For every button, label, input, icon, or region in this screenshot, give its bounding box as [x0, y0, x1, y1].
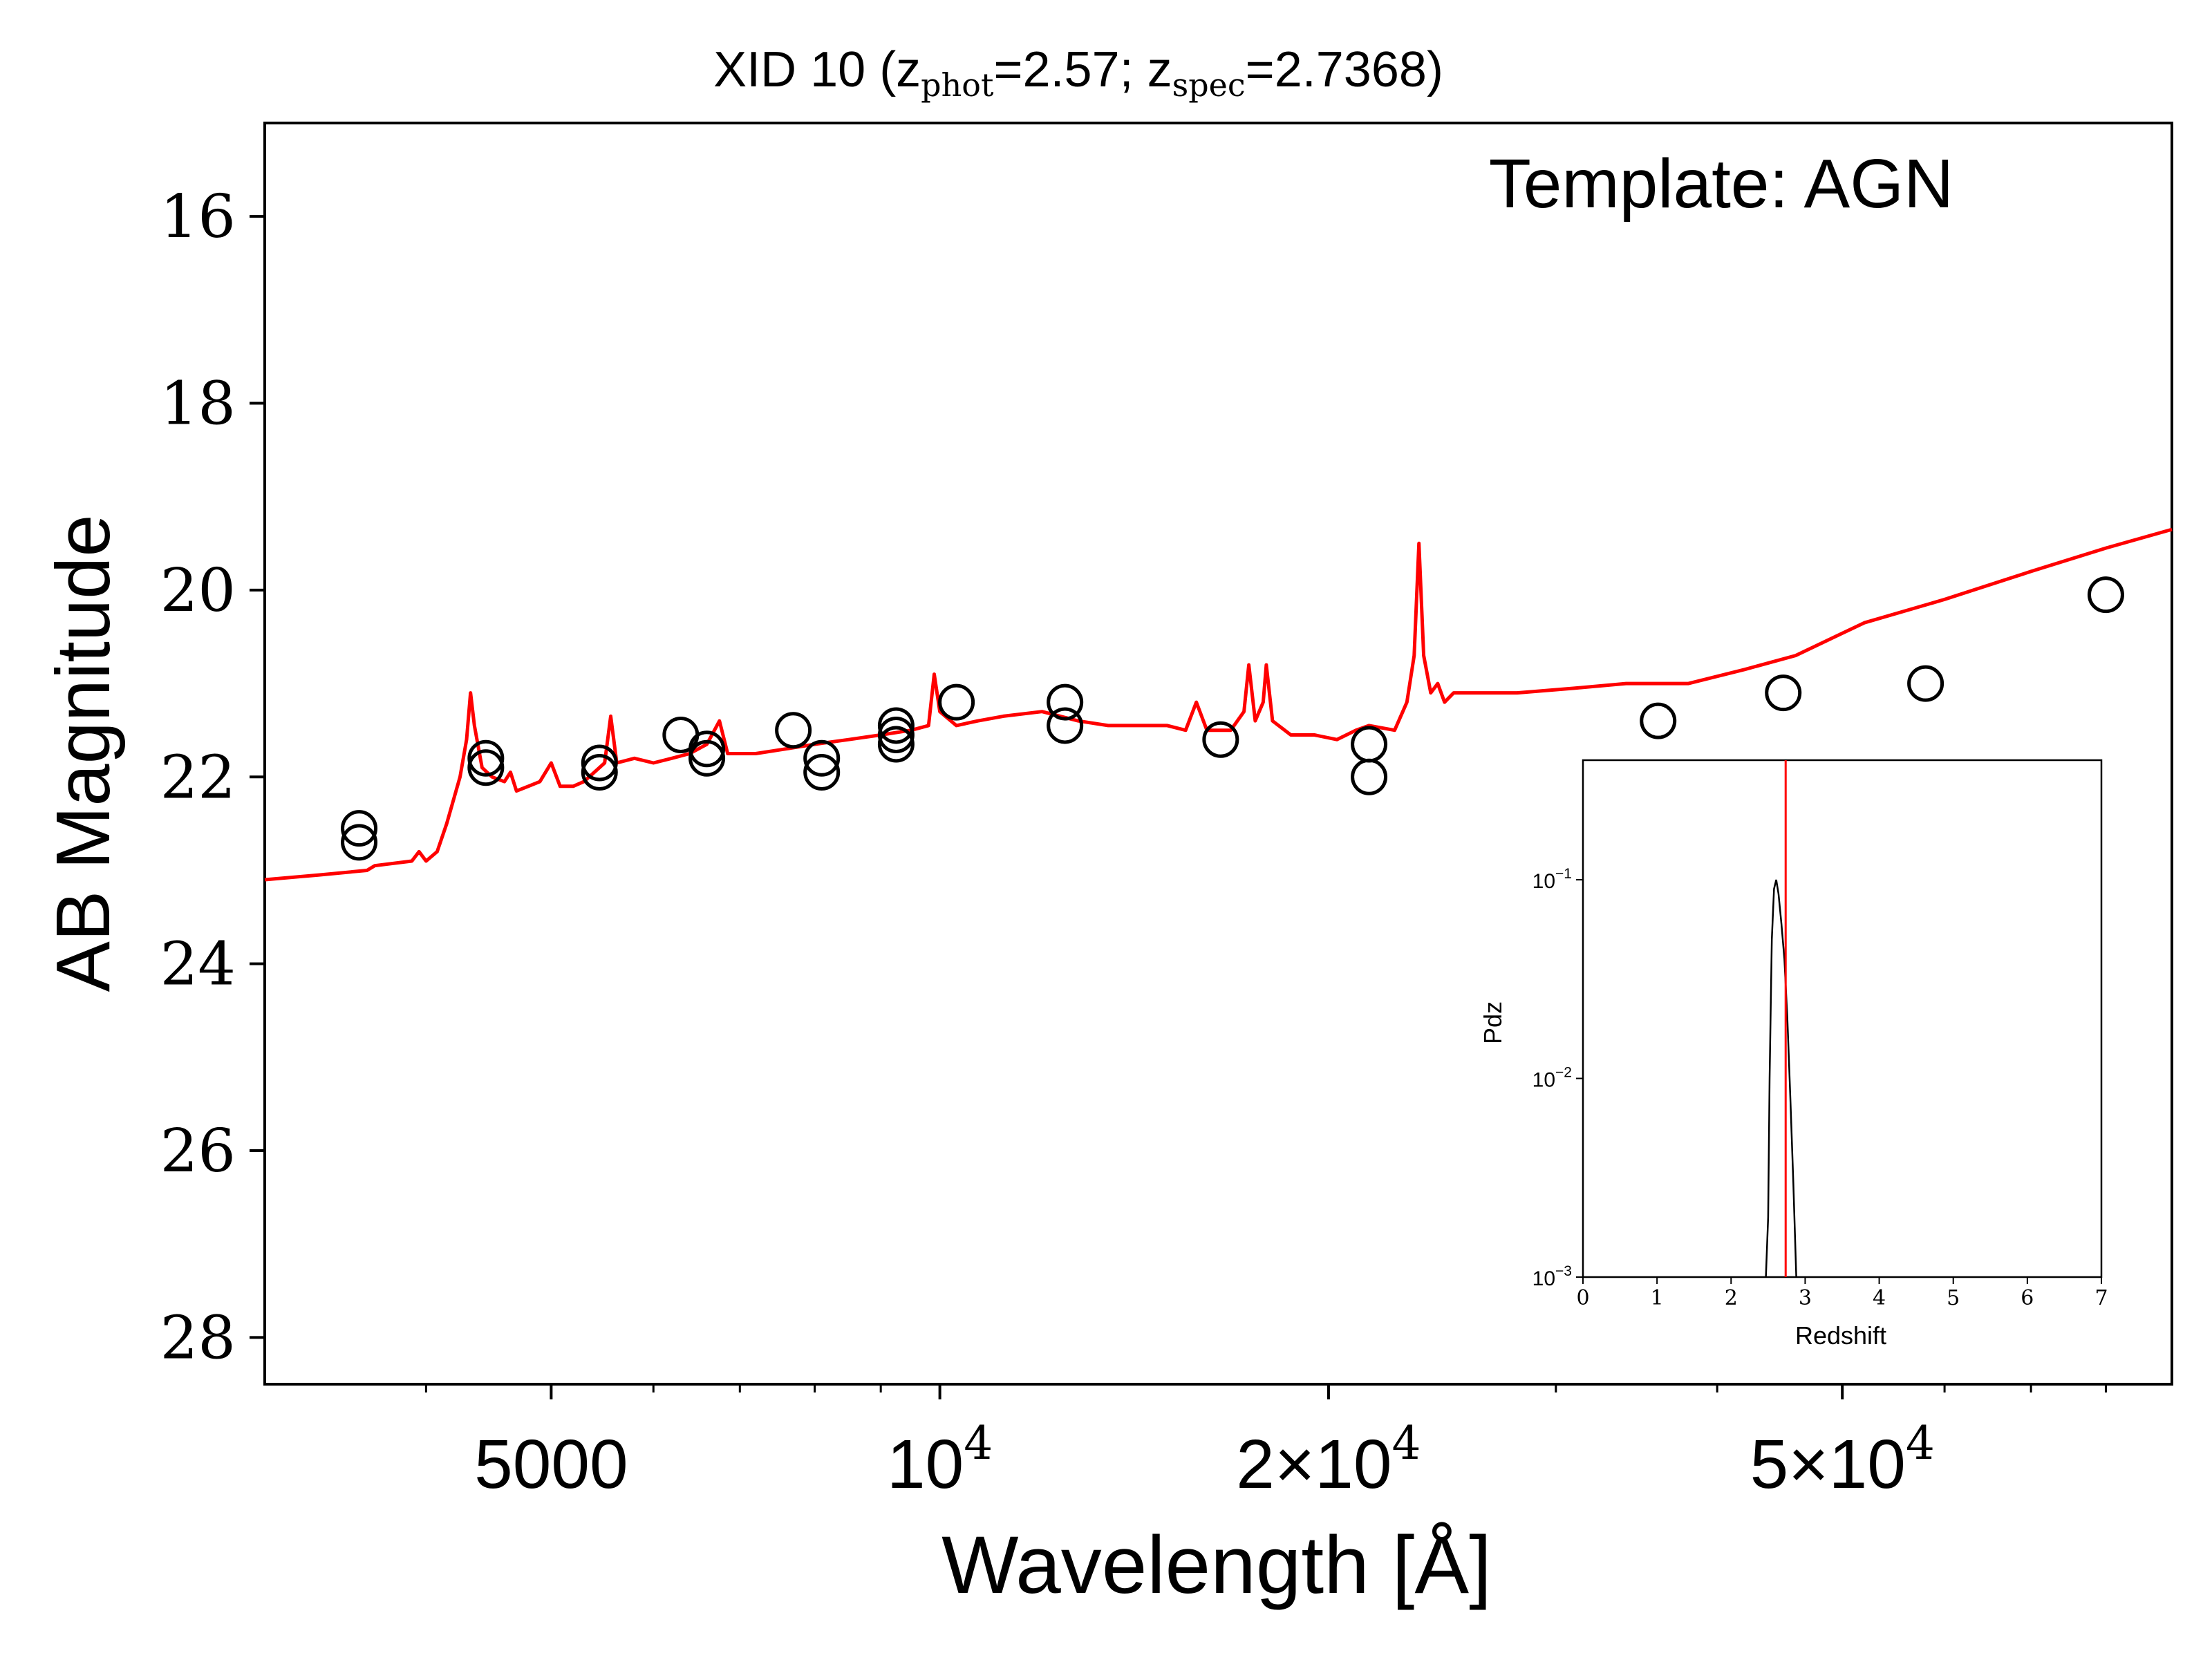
photometry-point: [1765, 674, 1802, 712]
photometry-point: [467, 749, 505, 786]
inset-x-axis-label: Redshift: [1795, 1321, 1886, 1350]
photometry-point: [803, 739, 841, 777]
inset-y-tick-label: 10−1: [1533, 866, 1572, 893]
pdz-curve: [1765, 879, 1797, 1278]
photometry-point: [877, 707, 915, 744]
photometry-point: [1907, 665, 1944, 702]
photometry-point: [1351, 758, 1388, 795]
y-tick-label: 16: [160, 182, 236, 252]
photometry-point: [2087, 576, 2124, 614]
y-tick-label: 20: [160, 556, 236, 625]
pdz-inset: 0 1 2 3 4 5 6 7 10−1 10−2 10−3: [1533, 759, 2108, 1310]
inset-y-axis-label: Pdz: [1479, 1001, 1507, 1044]
inset-y-tick-label: 10−2: [1533, 1065, 1572, 1092]
chart-title: XID 10 (zphot=2.57; zspec=2.7368): [713, 42, 1443, 104]
chart-title-sub-spec: spec: [1172, 66, 1246, 104]
y-tick-label: 18: [160, 370, 236, 439]
photometry-point: [1351, 726, 1388, 763]
chart-title-sub-phot: phot: [921, 66, 994, 104]
photometry-point: [1047, 683, 1084, 721]
chart-title-mid: =2.57; z: [993, 42, 1172, 97]
y-tick-label: 28: [160, 1303, 236, 1372]
inset-x-tick-label: 1: [1651, 1286, 1664, 1310]
inset-x-tick-label: 7: [2094, 1286, 2108, 1310]
x-tick-label: 5×104: [1750, 1417, 1935, 1503]
inset-x-tick-label: 4: [1873, 1286, 1886, 1310]
x-tick-label: 2×104: [1236, 1417, 1421, 1503]
photometry-point: [1640, 702, 1677, 739]
inset-y-tick-label: 10−3: [1533, 1263, 1572, 1290]
chart-title-suffix: =2.7368): [1246, 42, 1443, 97]
photometry-point: [688, 739, 726, 777]
main-plot-frame: [263, 122, 2173, 1386]
x-tick-label: 104: [887, 1417, 993, 1503]
y-tick-label: 22: [160, 743, 236, 812]
inset-x-tick-label: 6: [2021, 1286, 2034, 1310]
photometry-point: [467, 739, 505, 777]
y-tick-label: 24: [160, 930, 236, 999]
photometry-point: [581, 754, 618, 791]
inset-x-tick-label: 5: [1947, 1286, 1960, 1310]
photometry-point: [1202, 721, 1239, 758]
photometry-point: [1047, 707, 1084, 744]
photometry-point: [803, 754, 841, 791]
chart-title-prefix: XID 10 (z: [713, 42, 921, 97]
x-tick-label: 5000: [474, 1426, 628, 1503]
photometry-point: [341, 824, 378, 861]
photometry-point: [877, 716, 915, 753]
y-tick-label: 26: [160, 1117, 236, 1186]
inset-frame: [1582, 759, 2103, 1278]
template-annotation: Template: AGN: [1489, 145, 1954, 223]
inset-x-tick-label: 3: [1799, 1286, 1812, 1310]
inset-x-tick-label: 0: [1576, 1286, 1589, 1310]
photometry-point: [688, 730, 726, 768]
y-axis-label: AB Magnitude: [41, 515, 126, 992]
photometry-point: [877, 726, 915, 763]
photometry-point: [662, 716, 700, 753]
photometry-point: [938, 683, 975, 721]
photometry-point: [581, 744, 618, 782]
photometry-point: [775, 712, 812, 749]
photometry-point: [341, 810, 378, 847]
x-axis-label: Wavelength [Å]: [941, 1520, 1492, 1611]
inset-x-tick-label: 2: [1725, 1286, 1738, 1310]
